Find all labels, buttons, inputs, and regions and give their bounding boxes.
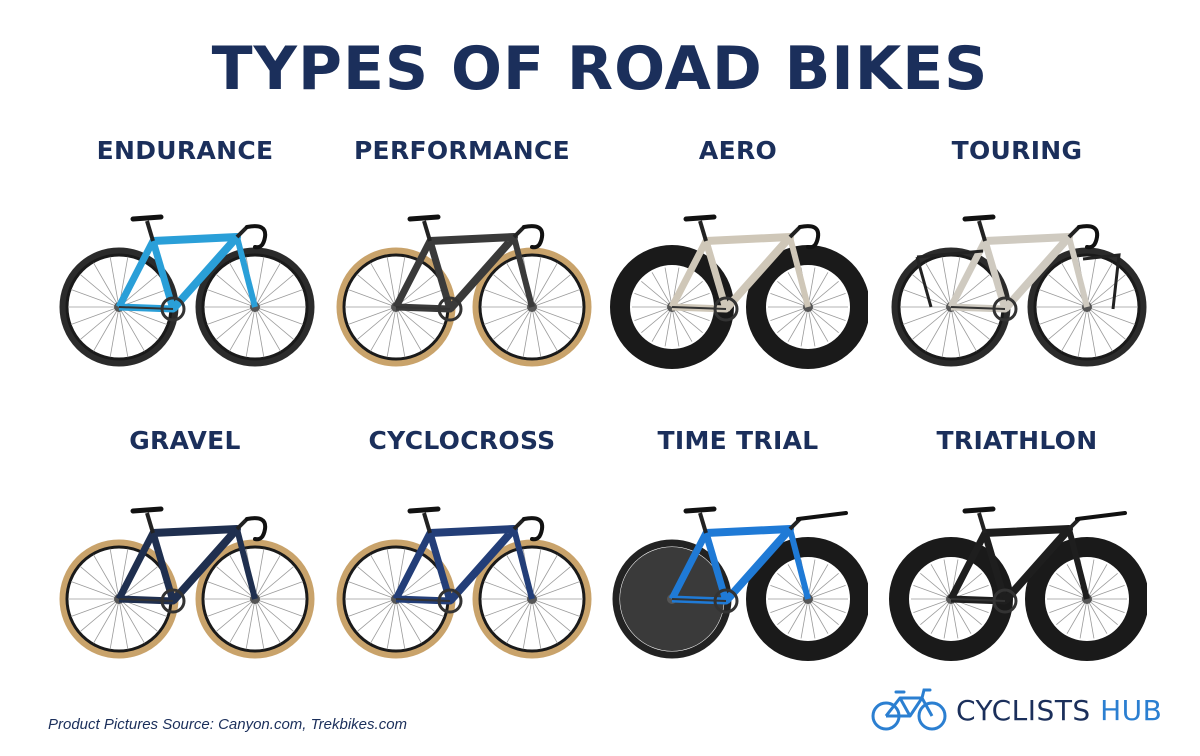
bike-type-label: TRIATHLON [936,426,1098,455]
bike-type-label: TIME TRIAL [657,426,819,455]
bike-card: PERFORMANCE [322,136,602,369]
brand-name: CYCLISTS HUB [956,694,1162,727]
front-wheel [195,247,315,367]
bike-illustration [59,506,315,659]
bike-illustration [336,506,592,659]
bike-illustration [612,506,868,661]
bike-card: TIME TRIAL [598,426,878,661]
bike-frame [392,506,545,614]
bike-frame [668,214,821,322]
bike-card: GRAVEL [45,426,325,661]
bike-frame [392,214,545,322]
bike-illustration [59,214,315,367]
front-wheel [746,245,868,369]
bike-type-label: CYCLOCROSS [368,426,556,455]
bike-frame [115,214,268,322]
page-title: TYPES OF ROAD BIKES [211,34,989,104]
front-wheel [472,539,592,659]
bike-type-label: ENDURANCE [96,136,274,165]
bike-type-label: GRAVEL [129,426,241,455]
bike-card: CYCLOCROSS [322,426,602,661]
source-credit: Product Pictures Source: Canyon.com, Tre… [48,716,408,733]
front-wheel [1027,247,1147,367]
bike-illustration [336,214,592,367]
brand-name-part1: CYCLISTS [956,694,1091,727]
bike-illustration [889,506,1147,661]
bike-card: ENDURANCE [45,136,325,369]
bike-type-label: AERO [698,136,778,165]
brand-name-part2: HUB [1100,694,1163,727]
bike-illustration [610,214,868,369]
bike-illustration [891,214,1147,367]
bicycle-icon [871,688,947,731]
bike-type-label: PERFORMANCE [353,136,571,165]
bike-frame [115,506,268,614]
brand-logo[interactable]: CYCLISTS HUB [870,686,1170,734]
bike-type-label: TOURING [951,136,1083,165]
bike-frame [668,506,848,614]
bike-card: TRIATHLON [877,426,1157,661]
bike-frame [915,214,1121,322]
bike-card: TOURING [877,136,1157,369]
bike-frame [947,506,1127,614]
bike-card: AERO [598,136,878,369]
